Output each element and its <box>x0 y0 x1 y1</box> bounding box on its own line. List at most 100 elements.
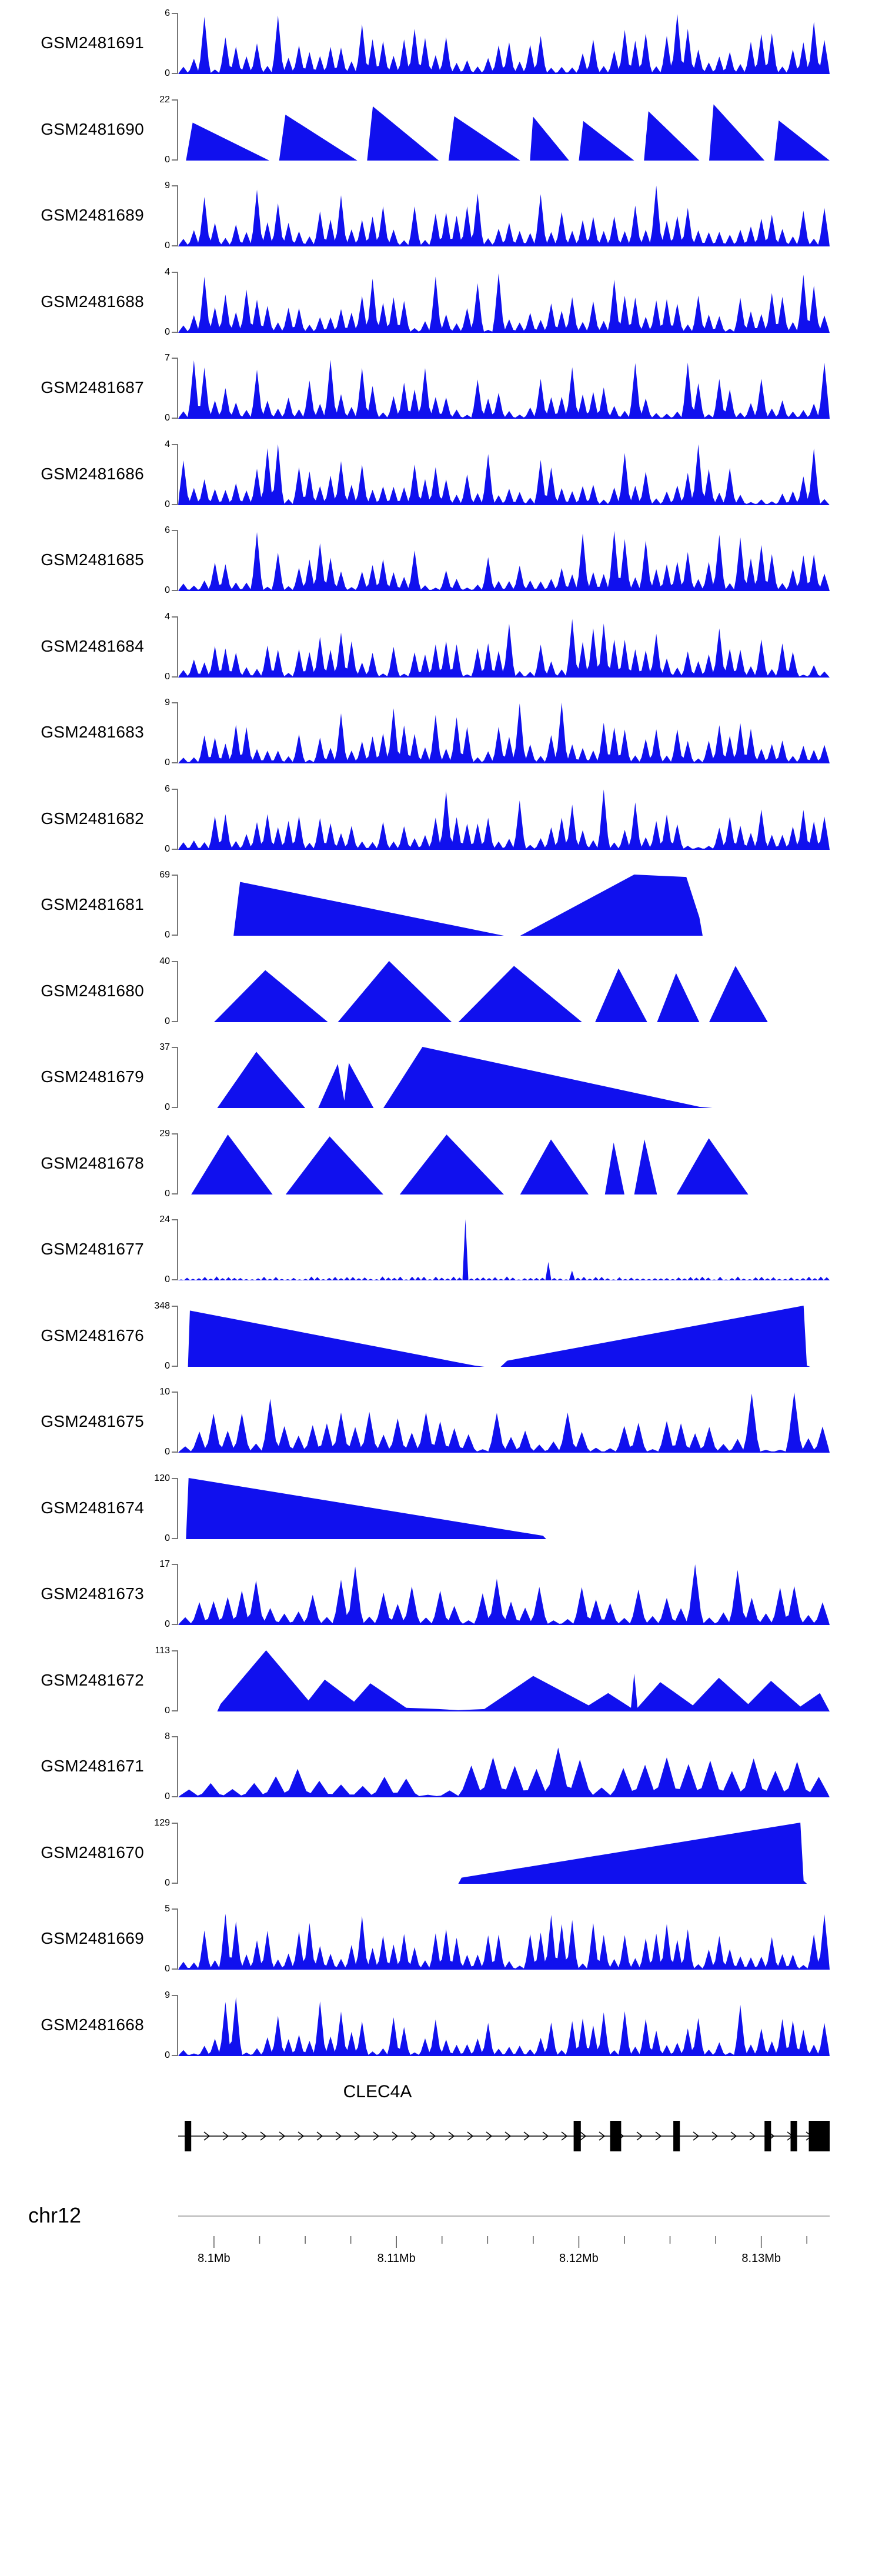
axis-line <box>177 1133 178 1194</box>
axis-tick-bottom <box>172 590 178 591</box>
chromosome-label: chr12 <box>28 2203 82 2227</box>
axis-line <box>177 530 178 591</box>
axis-tick-top <box>172 1650 178 1651</box>
coverage-track[interactable]: GSM2481687 7 0 <box>0 345 882 431</box>
axis-min-label: 0 <box>165 1964 170 1974</box>
svg-text:8.1Mb: 8.1Mb <box>198 2252 230 2265</box>
coverage-plot-area[interactable] <box>178 99 830 161</box>
coverage-track[interactable]: GSM2481676 348 0 <box>0 1293 882 1379</box>
coverage-plot-area[interactable] <box>178 1477 830 1539</box>
axis-max-label: 5 <box>165 1904 170 1914</box>
coverage-track[interactable]: GSM2481690 22 0 <box>0 86 882 173</box>
axis-tick-bottom <box>172 503 178 505</box>
axis-tick-top <box>172 1564 178 1565</box>
axis-min-label: 0 <box>165 1533 170 1543</box>
coverage-plot-area[interactable] <box>178 1822 830 1884</box>
track-label: GSM2481682 <box>41 809 144 827</box>
track-label: GSM2481684 <box>41 636 144 655</box>
coverage-plot-area[interactable] <box>178 1564 830 1625</box>
coverage-plot-area[interactable] <box>178 1047 830 1108</box>
track-y-axis: 10 0 <box>150 1387 178 1457</box>
axis-tick-top <box>172 530 178 531</box>
track-label: GSM2481672 <box>41 1670 144 1689</box>
coverage-plot-area[interactable] <box>178 358 830 419</box>
track-y-axis: 113 0 <box>150 1646 178 1715</box>
coverage-track[interactable]: GSM2481678 29 0 <box>0 1120 882 1207</box>
axis-tick-top <box>172 13 178 14</box>
coverage-track[interactable]: GSM2481683 9 0 <box>0 689 882 776</box>
coverage-plot-area[interactable] <box>178 875 830 936</box>
coverage-plot-area[interactable] <box>178 185 830 246</box>
coverage-plot-area[interactable] <box>178 702 830 763</box>
axis-tick-bottom <box>172 159 178 161</box>
coverage-plot-area[interactable] <box>178 1305 830 1367</box>
coverage-track[interactable]: GSM2481669 5 0 <box>0 1896 882 1982</box>
axis-line <box>177 702 178 763</box>
coverage-plot-area[interactable] <box>178 1133 830 1194</box>
axis-tick-bottom <box>172 1796 178 1797</box>
axis-max-label: 9 <box>165 181 170 191</box>
coverage-plot-area[interactable] <box>178 960 830 1022</box>
axis-min-label: 0 <box>165 930 170 940</box>
axis-min-label: 0 <box>165 671 170 682</box>
axis-line <box>177 185 178 246</box>
coverage-track[interactable]: GSM2481682 6 0 <box>0 776 882 862</box>
coverage-plot-area[interactable] <box>178 1650 830 1711</box>
coverage-track[interactable]: GSM2481684 4 0 <box>0 603 882 690</box>
coverage-plot-area[interactable] <box>178 1736 830 1797</box>
axis-tick-bottom <box>172 1710 178 1711</box>
axis-line <box>177 1994 178 2056</box>
coverage-track[interactable]: GSM2481681 69 0 <box>0 862 882 948</box>
coverage-track[interactable]: GSM2481685 6 0 <box>0 517 882 603</box>
coverage-track[interactable]: GSM2481677 24 0 <box>0 1206 882 1293</box>
gene-model-track[interactable] <box>0 2110 882 2161</box>
coverage-plot-area[interactable] <box>178 272 830 333</box>
coverage-track[interactable]: GSM2481689 9 0 <box>0 172 882 259</box>
axis-tick-top <box>172 99 178 101</box>
coverage-plot-area[interactable] <box>178 616 830 678</box>
coverage-plot-area[interactable] <box>178 1908 830 1970</box>
coverage-track[interactable]: GSM2481668 9 0 <box>0 1982 882 2068</box>
coverage-track[interactable]: GSM2481680 40 0 <box>0 948 882 1035</box>
coverage-track[interactable]: GSM2481672 113 0 <box>0 1637 882 1724</box>
coverage-track[interactable]: GSM2481671 8 0 <box>0 1723 882 1810</box>
axis-tick-bottom <box>172 1624 178 1625</box>
axis-tick-top <box>172 702 178 703</box>
coverage-plot-area[interactable] <box>178 1392 830 1453</box>
coverage-plot-area[interactable] <box>178 530 830 591</box>
axis-max-label: 4 <box>165 439 170 449</box>
coverage-track[interactable]: GSM2481670 129 0 <box>0 1810 882 1896</box>
axis-line <box>177 1908 178 1970</box>
track-label: GSM2481686 <box>41 464 144 483</box>
chromosome-axis[interactable]: 8.1Mb 8.11Mb 8.12Mb 8.13Mb <box>0 2190 882 2290</box>
coverage-track[interactable]: GSM2481674 120 0 <box>0 1465 882 1551</box>
coverage-track[interactable]: GSM2481691 6 0 <box>0 0 882 86</box>
axis-min-label: 0 <box>165 843 170 854</box>
coverage-plot-area[interactable] <box>178 13 830 74</box>
coverage-track[interactable]: GSM2481686 4 0 <box>0 431 882 518</box>
axis-tick-bottom <box>172 1882 178 1884</box>
axis-tick-bottom <box>172 1193 178 1194</box>
axis-min-label: 0 <box>165 758 170 768</box>
coverage-track[interactable]: GSM2481688 4 0 <box>0 259 882 345</box>
coverage-track[interactable]: GSM2481673 17 0 <box>0 1551 882 1637</box>
axis-line <box>177 1477 178 1539</box>
coverage-track[interactable]: GSM2481675 10 0 <box>0 1379 882 1465</box>
coverage-plot-area[interactable] <box>178 1995 830 2056</box>
axis-max-label: 40 <box>159 956 170 966</box>
coverage-plot-area[interactable] <box>178 443 830 505</box>
axis-tick-bottom <box>172 1451 178 1453</box>
axis-tick-bottom <box>172 848 178 850</box>
track-y-axis: 22 0 <box>150 95 178 164</box>
coverage-tracks-container: GSM2481691 6 0 GSM2481690 22 0 GSM2481689 9 0 … <box>0 0 882 2068</box>
coverage-plot-area[interactable] <box>178 1219 830 1280</box>
coverage-track[interactable]: GSM2481679 37 0 <box>0 1034 882 1120</box>
track-y-axis: 37 0 <box>150 1043 178 1112</box>
axis-line <box>177 443 178 505</box>
track-y-axis: 129 0 <box>150 1818 178 1887</box>
coverage-plot-area[interactable] <box>178 789 830 850</box>
